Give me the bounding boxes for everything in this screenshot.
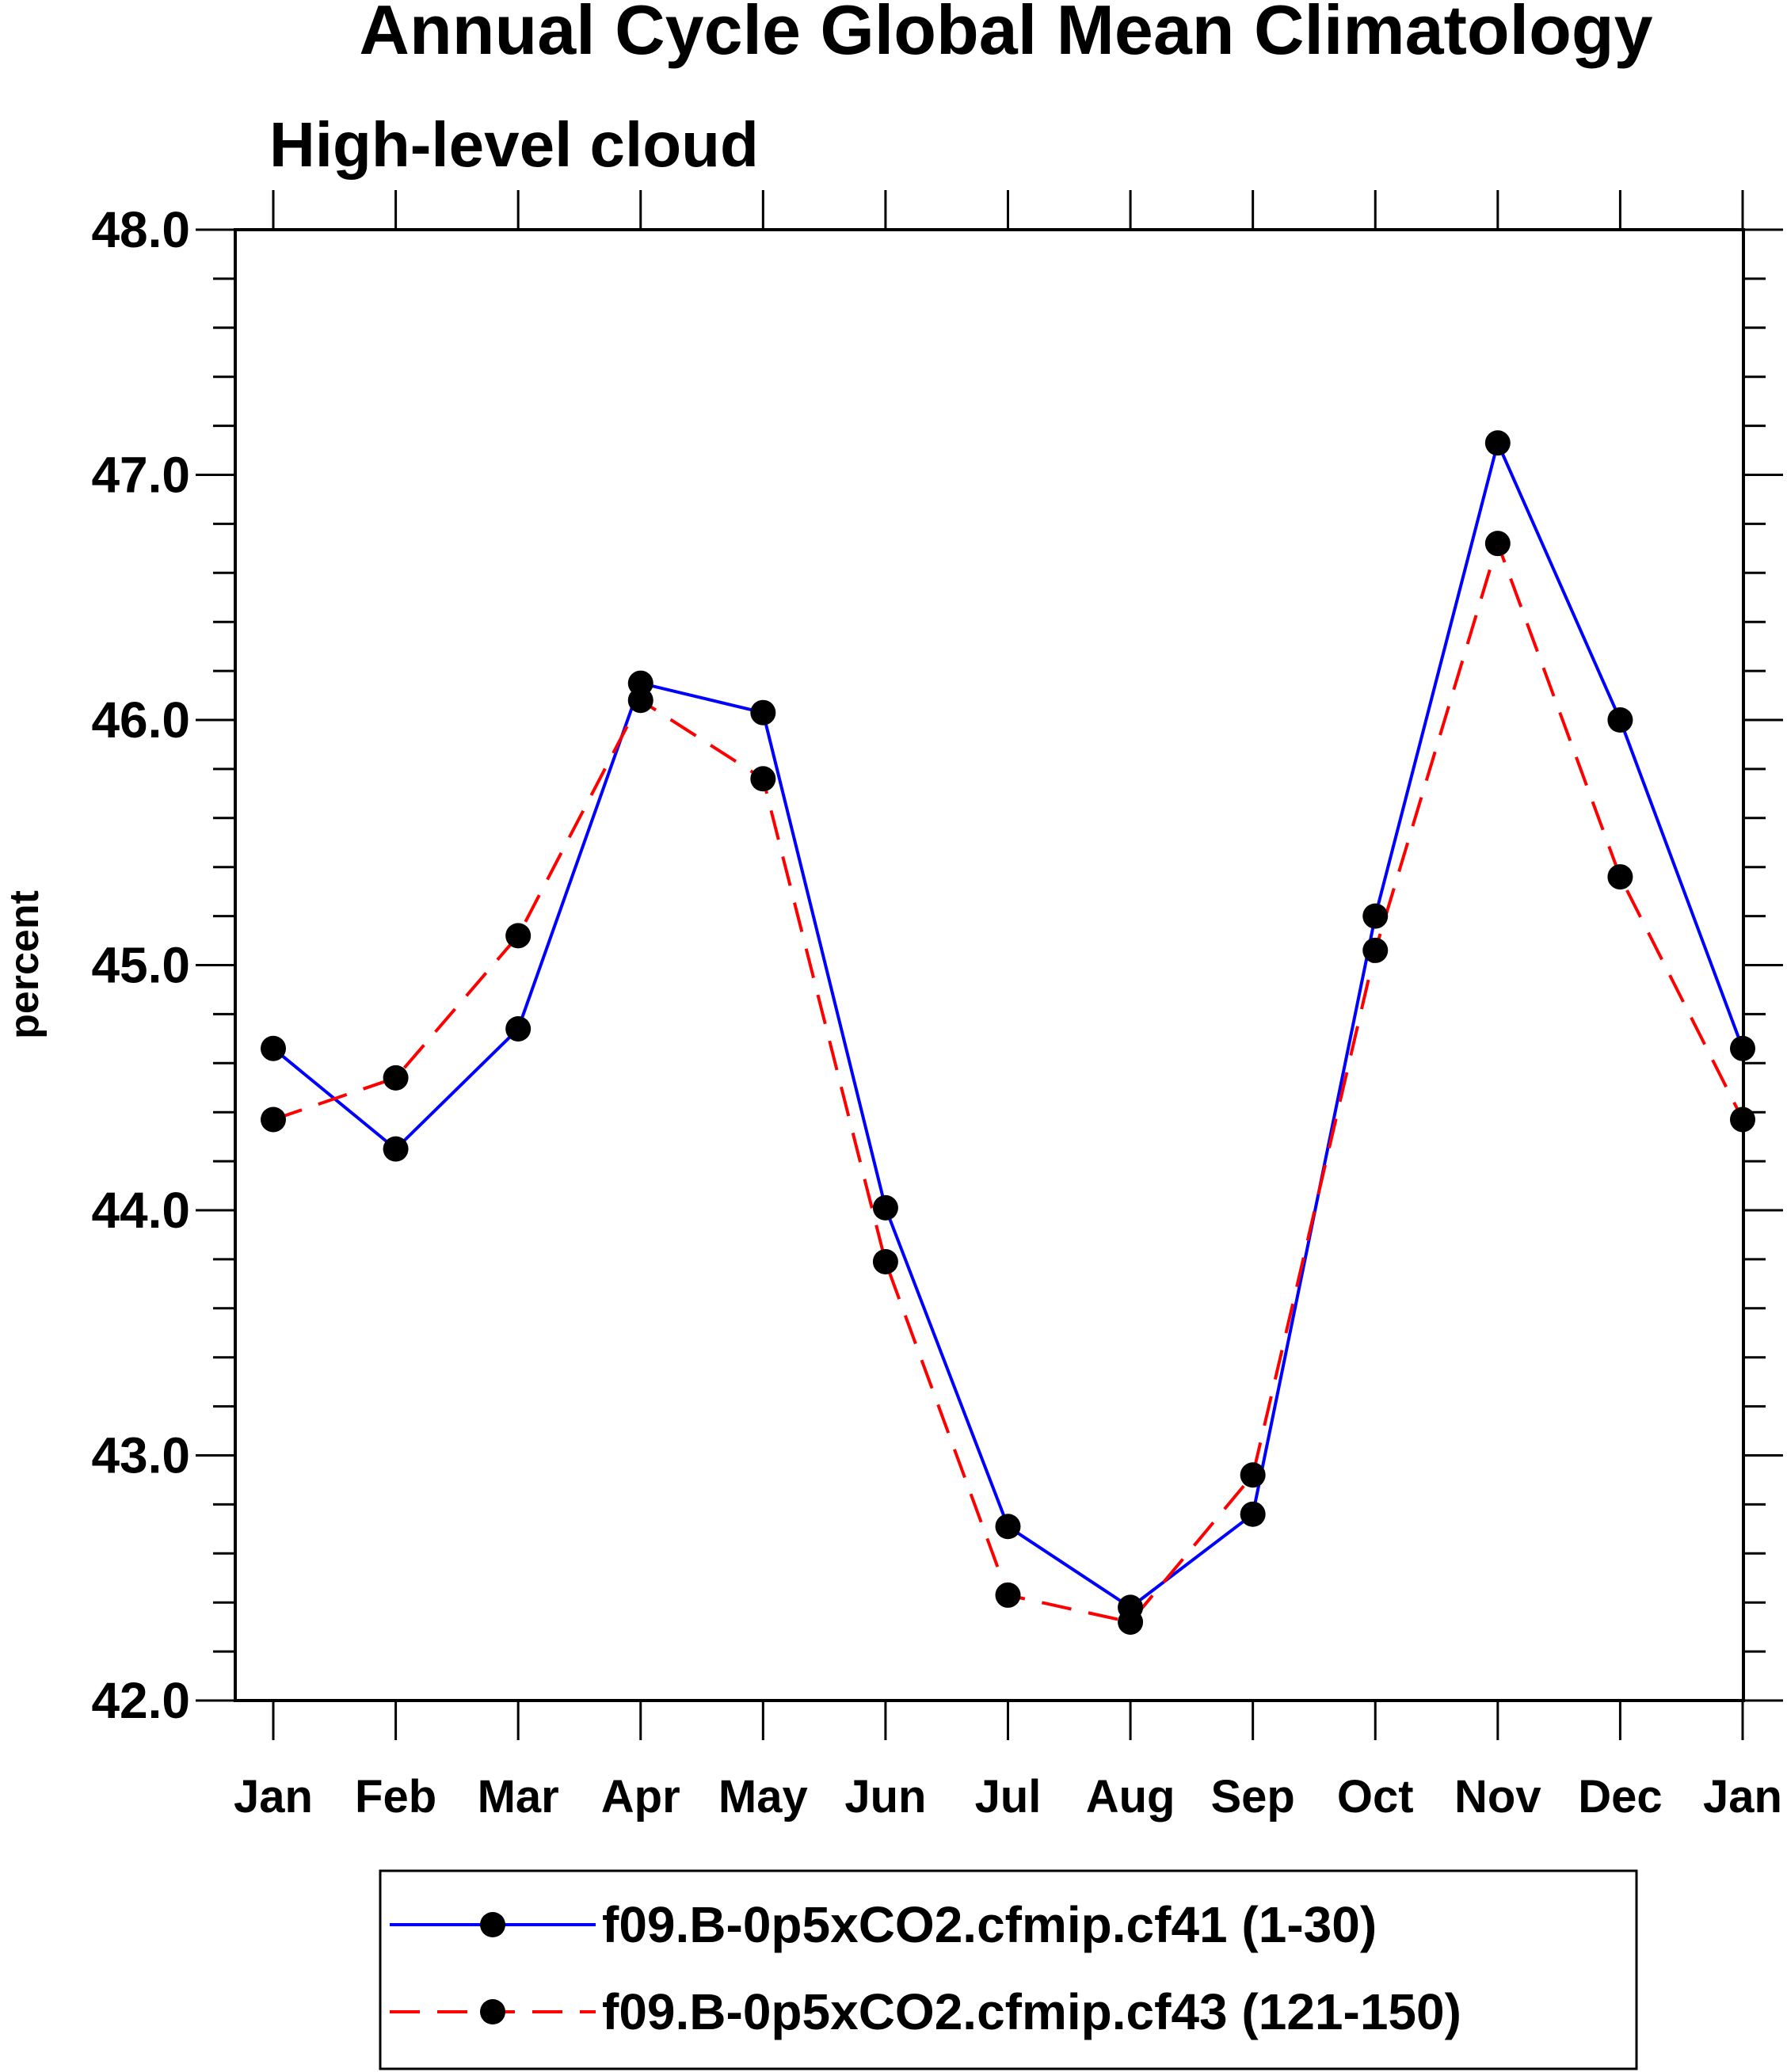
x-tick-label: Aug [1086, 1771, 1175, 1823]
series-2-point [1118, 1609, 1144, 1635]
legend-label-2: f09.B-0p5xCO2.cfmip.cf43 (121-150) [602, 1983, 1461, 2040]
x-tick-label: May [718, 1771, 808, 1823]
legend-marker-1 [480, 1912, 505, 1937]
legend: f09.B-0p5xCO2.cfmip.cf41 (1-30) f09.B-0p5… [379, 1869, 1638, 2070]
series-1-point [750, 699, 776, 726]
legend-marker-2 [480, 1999, 505, 2024]
series-2-point [750, 766, 776, 792]
series-1-point [1362, 903, 1389, 929]
chart-title: Annual Cycle Global Mean Climatology [359, 0, 1652, 69]
x-tick-label: Feb [355, 1771, 436, 1823]
series-2-point [1730, 1106, 1755, 1133]
series-2-point [1362, 937, 1389, 963]
series-2-point [1240, 1462, 1266, 1488]
series-1-point [261, 1035, 286, 1061]
series-1-point [1240, 1501, 1266, 1527]
series-2-point [1484, 531, 1511, 557]
x-tick-label: Oct [1337, 1771, 1414, 1823]
series-1-point [1607, 707, 1633, 733]
legend-entries: f09.B-0p5xCO2.cfmip.cf41 (1-30) f09.B-0p5… [390, 1896, 1461, 2040]
x-tick-label: Dec [1578, 1771, 1662, 1823]
y-tick-label: 48.0 [91, 201, 190, 258]
series-1-point [505, 1015, 532, 1042]
series-2-point [995, 1582, 1021, 1608]
axis-ticks [196, 190, 1783, 1740]
y-tick-label: 45.0 [91, 937, 190, 994]
series-1-point [383, 1136, 409, 1162]
series-layer [261, 430, 1755, 1635]
x-tick-labels: Jan Feb Mar Apr May Jun Jul Aug Sep Oct Nov Dec Jan [234, 1771, 1782, 1823]
chart-subtitle: High-level cloud [269, 109, 759, 180]
series-1-point [1484, 430, 1511, 456]
legend-label-1: f09.B-0p5xCO2.cfmip.cf41 (1-30) [602, 1896, 1377, 1953]
x-tick-label: Apr [601, 1771, 680, 1823]
y-tick-label: 46.0 [91, 691, 190, 748]
series-2-point [505, 923, 532, 949]
series-2-point [261, 1106, 286, 1133]
series-1-point [1730, 1035, 1755, 1061]
x-tick-label: Jan [234, 1771, 313, 1823]
y-axis-label: percent [2, 890, 48, 1039]
series-2-point [627, 687, 653, 714]
series-2-point [1607, 864, 1633, 890]
y-tick-label: 44.0 [91, 1182, 190, 1239]
series-2-point [383, 1065, 409, 1091]
plot-frame [234, 228, 1745, 1702]
series-1-point [995, 1514, 1021, 1540]
x-tick-label: Jun [844, 1771, 926, 1823]
y-tick-label: 47.0 [91, 447, 190, 504]
y-tick-labels: 42.0 43.0 44.0 45.0 46.0 47.0 48.0 [91, 201, 190, 1729]
series-2-point [872, 1248, 898, 1274]
y-tick-label: 43.0 [91, 1427, 190, 1484]
x-tick-label: Mar [478, 1771, 559, 1823]
series-line-2 [272, 538, 1744, 1624]
x-tick-label: Jul [975, 1771, 1042, 1823]
series-line-1 [272, 438, 1744, 1609]
y-tick-label: 42.0 [91, 1672, 190, 1729]
x-tick-label: Nov [1454, 1771, 1541, 1823]
x-tick-label: Jan [1703, 1771, 1782, 1823]
series-1-point [872, 1194, 898, 1221]
legend-box [379, 1869, 1638, 2070]
x-tick-label: Sep [1210, 1771, 1294, 1823]
